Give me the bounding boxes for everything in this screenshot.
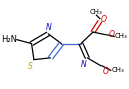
Text: O: O [101, 15, 107, 24]
Text: CH₃: CH₃ [90, 9, 103, 15]
Text: N: N [46, 23, 52, 32]
Text: H₂N: H₂N [1, 35, 17, 44]
Text: S: S [28, 62, 33, 71]
Text: CH₃: CH₃ [111, 67, 124, 73]
Text: CH₃: CH₃ [115, 33, 128, 40]
Text: N: N [81, 60, 87, 69]
Text: O: O [103, 67, 109, 76]
Text: O: O [108, 30, 114, 39]
